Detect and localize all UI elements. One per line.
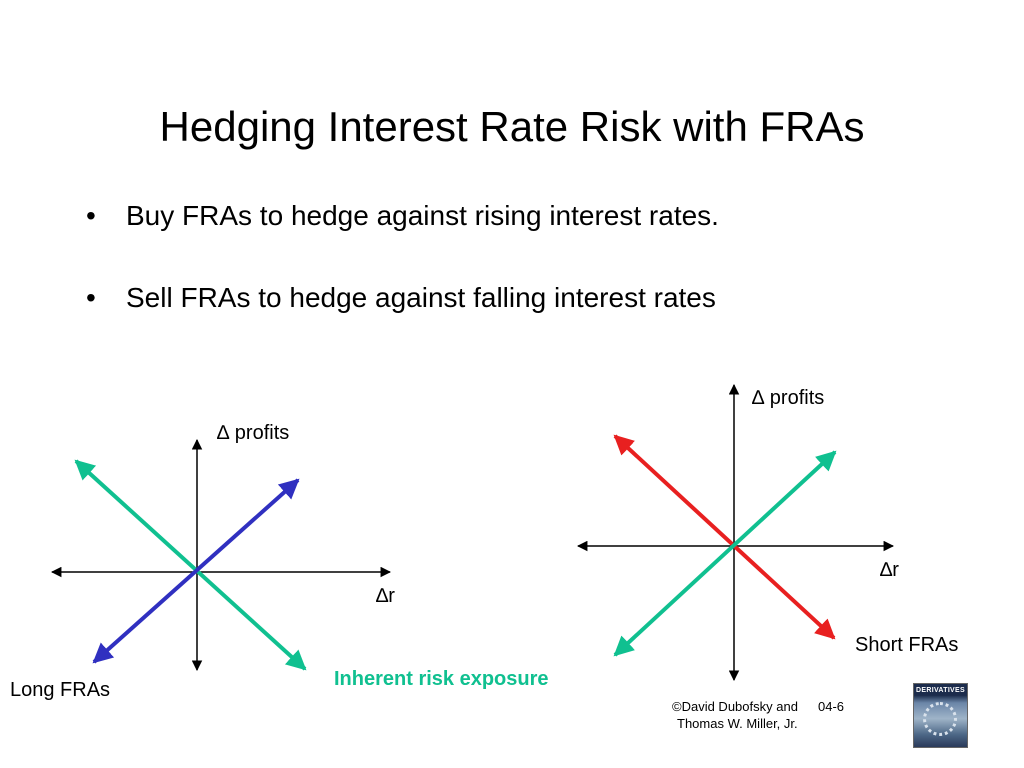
right-inherent-risk-line xyxy=(613,450,837,657)
copyright-line-1: ©David Dubofsky and xyxy=(672,699,798,714)
inherent-risk-label: Inherent risk exposure xyxy=(334,668,549,690)
book-cover-icon: DERIVATIVES xyxy=(913,683,968,748)
short-fras-label: Short FRAs xyxy=(855,634,959,656)
bullet-item: • Sell FRAs to hedge against falling int… xyxy=(86,278,719,318)
bullet-icon: • xyxy=(86,200,96,231)
bullet-item: • Buy FRAs to hedge against rising inter… xyxy=(86,196,719,236)
bullet-text: Sell FRAs to hedge against falling inter… xyxy=(126,282,716,313)
long-fras-label: Long FRAs xyxy=(10,679,111,701)
right-x-axis-label: ∆r xyxy=(880,559,899,581)
left-y-axis-label: ∆ profits xyxy=(217,422,290,444)
gear-icon xyxy=(923,702,957,736)
bullet-icon: • xyxy=(86,282,96,313)
bullet-list: • Buy FRAs to hedge against rising inter… xyxy=(86,196,719,360)
right-short-fra-line xyxy=(613,434,836,640)
book-title: DERIVATIVES xyxy=(916,687,965,694)
slide-title: Hedging Interest Rate Risk with FRAs xyxy=(159,103,865,150)
copyright-line-2: Thomas W. Miller, Jr. xyxy=(677,716,798,731)
left-inherent-risk-line xyxy=(74,459,307,671)
left-x-axis-label: ∆r xyxy=(376,585,395,607)
bullet-text: Buy FRAs to hedge against rising interes… xyxy=(126,200,719,231)
right-y-axis-label: ∆ profits xyxy=(752,387,825,409)
left-long-fra-line xyxy=(92,478,300,664)
slide-number: 04-6 xyxy=(818,699,845,714)
